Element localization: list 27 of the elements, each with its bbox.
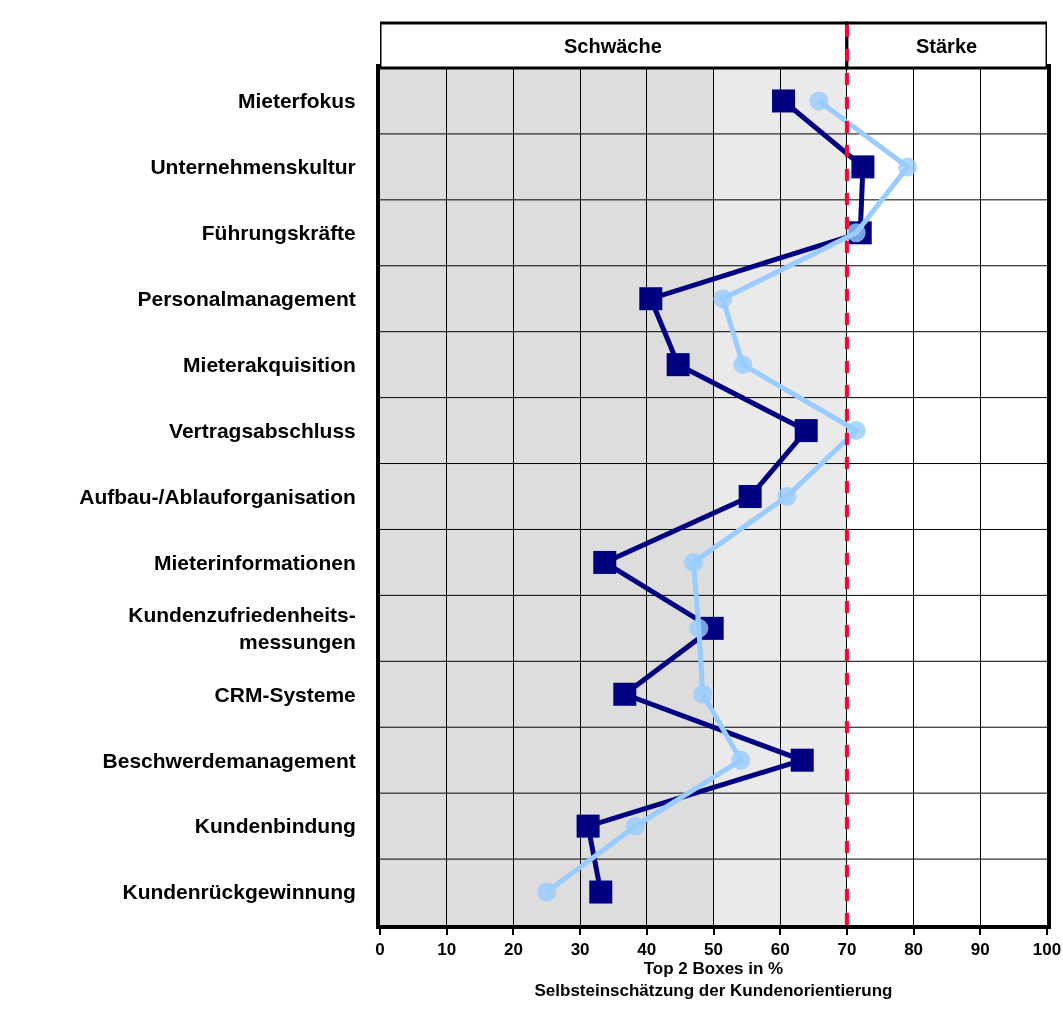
y-tick-label: CRM-Systeme: [214, 682, 356, 706]
y-tick-label: Kundenbindung: [194, 814, 356, 838]
x-tick-label: 80: [904, 940, 924, 960]
y-tick-label: Kundenzufriedenheits- messungen: [128, 603, 356, 654]
y-tick-label: Personalmanagement: [137, 287, 356, 311]
text: Stärke: [916, 35, 978, 57]
x-tick-label: 90: [970, 940, 990, 960]
x-tick-label: 60: [770, 940, 790, 960]
y-tick-label: Kundenrückgewinnung: [122, 880, 356, 904]
y-tick-label: Unternehmenskultur: [150, 155, 356, 179]
x-tick-label: 40: [637, 940, 657, 960]
x-tick-label: 50: [704, 940, 723, 960]
x-tick-label: 70: [837, 940, 857, 960]
x-tick-label: 0: [375, 940, 385, 960]
y-tick-label: Vertragsabschluss: [169, 418, 356, 442]
x-axis-title: Top 2 Boxes in % Selbsteinschätzung der Kundenorientierung: [534, 959, 893, 1001]
y-tick-label: Mieterakquisition: [183, 353, 356, 376]
y-tick-label: Beschwerdemanagement: [102, 748, 356, 772]
y-tick-label: Aufbau-/Ablauforganisation: [79, 484, 356, 508]
y-tick-label: Mieterinformationen: [153, 550, 356, 574]
y-tick-label: Führungskräfte: [201, 221, 356, 245]
x-tick-label: 100: [1032, 940, 1062, 960]
x-tick-label: 20: [503, 940, 523, 960]
text: Schwäche: [564, 35, 662, 57]
y-tick-label: Mieterfokus: [237, 89, 356, 113]
x-tick-label: 10: [437, 940, 457, 960]
x-tick-label: 30: [570, 940, 590, 960]
